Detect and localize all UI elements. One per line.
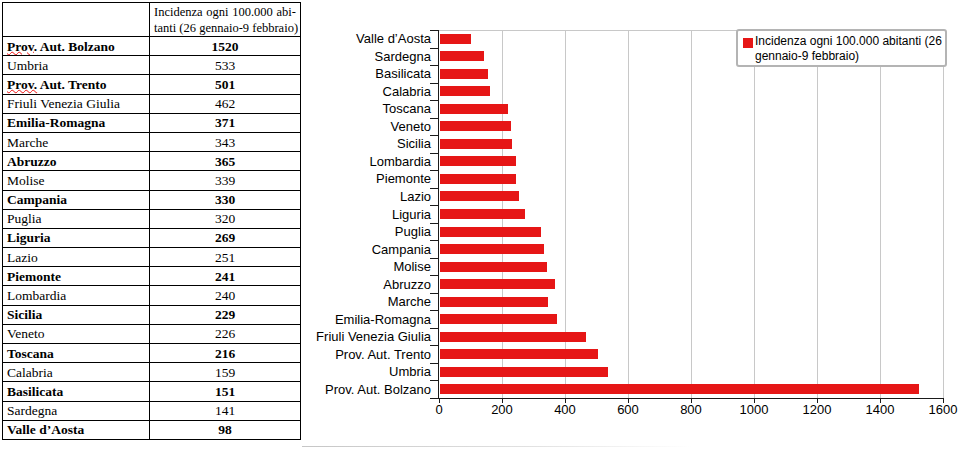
category-label: Marche	[296, 294, 431, 309]
bar	[440, 69, 488, 79]
bar	[440, 367, 608, 377]
y-axis-tick	[430, 153, 439, 154]
y-axis-tick	[430, 48, 439, 49]
bar	[440, 51, 484, 61]
bar	[440, 209, 525, 219]
category-label: Emilia-Romagna	[296, 312, 431, 327]
x-gridline	[628, 30, 629, 398]
y-axis-tick	[430, 380, 439, 381]
category-label: Sicilia	[296, 136, 431, 151]
bar	[440, 174, 516, 184]
x-gridline	[691, 30, 692, 398]
legend-swatch-icon	[743, 38, 753, 48]
category-label: Friuli Venezia Giulia	[296, 329, 431, 344]
bar	[440, 332, 586, 342]
y-axis-tick	[430, 363, 439, 364]
chart-legend: Incidenza ogni 100.000 abitanti (26 genn…	[736, 29, 947, 67]
category-label: Puglia	[296, 224, 431, 239]
bar	[440, 191, 519, 201]
y-axis-tick	[430, 65, 439, 66]
x-gridline	[943, 30, 944, 398]
x-gridline	[754, 30, 755, 398]
y-axis-tick	[430, 170, 439, 171]
y-axis-tick	[430, 188, 439, 189]
x-tick-label: 1400	[855, 402, 905, 417]
category-label: Veneto	[296, 119, 431, 134]
x-tick-label: 200	[477, 402, 527, 417]
x-axis-line	[430, 398, 944, 399]
y-axis-tick	[430, 223, 439, 224]
category-label: Toscana	[296, 101, 431, 116]
category-label: Basilicata	[296, 66, 431, 81]
bar	[440, 121, 511, 131]
y-axis-tick	[430, 310, 439, 311]
x-tick-label: 0	[414, 402, 464, 417]
x-tick-label: 1000	[729, 402, 779, 417]
y-axis-tick	[430, 345, 439, 346]
x-tick-label: 600	[603, 402, 653, 417]
category-label: Piemonte	[296, 171, 431, 186]
legend-label: Incidenza ogni 100.000 abitanti (26 genn…	[755, 34, 945, 64]
bar	[440, 384, 919, 394]
bar	[440, 244, 544, 254]
category-label: Calabria	[296, 84, 431, 99]
bar	[440, 86, 490, 96]
bar-chart: 0 200 400 600 800 1000 1200 1400 1600 Valle d’Aos…	[0, 0, 980, 450]
x-gridline	[565, 30, 566, 398]
x-gridline	[817, 30, 818, 398]
bar	[440, 262, 547, 272]
category-label: Umbria	[296, 364, 431, 379]
y-axis-tick	[430, 398, 439, 399]
category-label: Abruzzo	[296, 277, 431, 292]
y-axis-tick	[430, 205, 439, 206]
y-axis-tick	[430, 83, 439, 84]
x-gridline	[880, 30, 881, 398]
category-label: Lombardia	[296, 154, 431, 169]
x-tick-label: 1200	[792, 402, 842, 417]
x-tick-label: 800	[666, 402, 716, 417]
bar	[440, 349, 598, 359]
x-tick-label: 1600	[918, 402, 968, 417]
x-tick-label: 400	[540, 402, 590, 417]
y-axis-line	[438, 30, 439, 398]
y-axis-tick	[430, 328, 439, 329]
y-axis-tick	[430, 30, 439, 31]
category-label: Prov. Aut. Trento	[296, 347, 431, 362]
category-label: Lazio	[296, 189, 431, 204]
bar	[440, 314, 557, 324]
bar	[440, 156, 516, 166]
bar	[440, 104, 508, 114]
y-axis-tick	[430, 100, 439, 101]
bar	[440, 139, 512, 149]
y-axis-tick	[430, 258, 439, 259]
category-label: Sardegna	[296, 49, 431, 64]
category-label: Campania	[296, 242, 431, 257]
y-axis-tick	[430, 118, 439, 119]
y-axis-tick	[430, 240, 439, 241]
category-label: Valle d’Aosta	[296, 31, 431, 46]
bar	[440, 297, 548, 307]
category-label: Molise	[296, 259, 431, 274]
category-label: Liguria	[296, 207, 431, 222]
y-axis-tick	[430, 293, 439, 294]
y-axis-tick	[430, 275, 439, 276]
chart-frame-bottom-edge	[302, 446, 692, 447]
bar	[440, 227, 541, 237]
y-axis-tick	[430, 135, 439, 136]
bar	[440, 34, 471, 44]
bar	[440, 279, 555, 289]
category-label: Prov. Aut. Bolzano	[296, 382, 431, 397]
